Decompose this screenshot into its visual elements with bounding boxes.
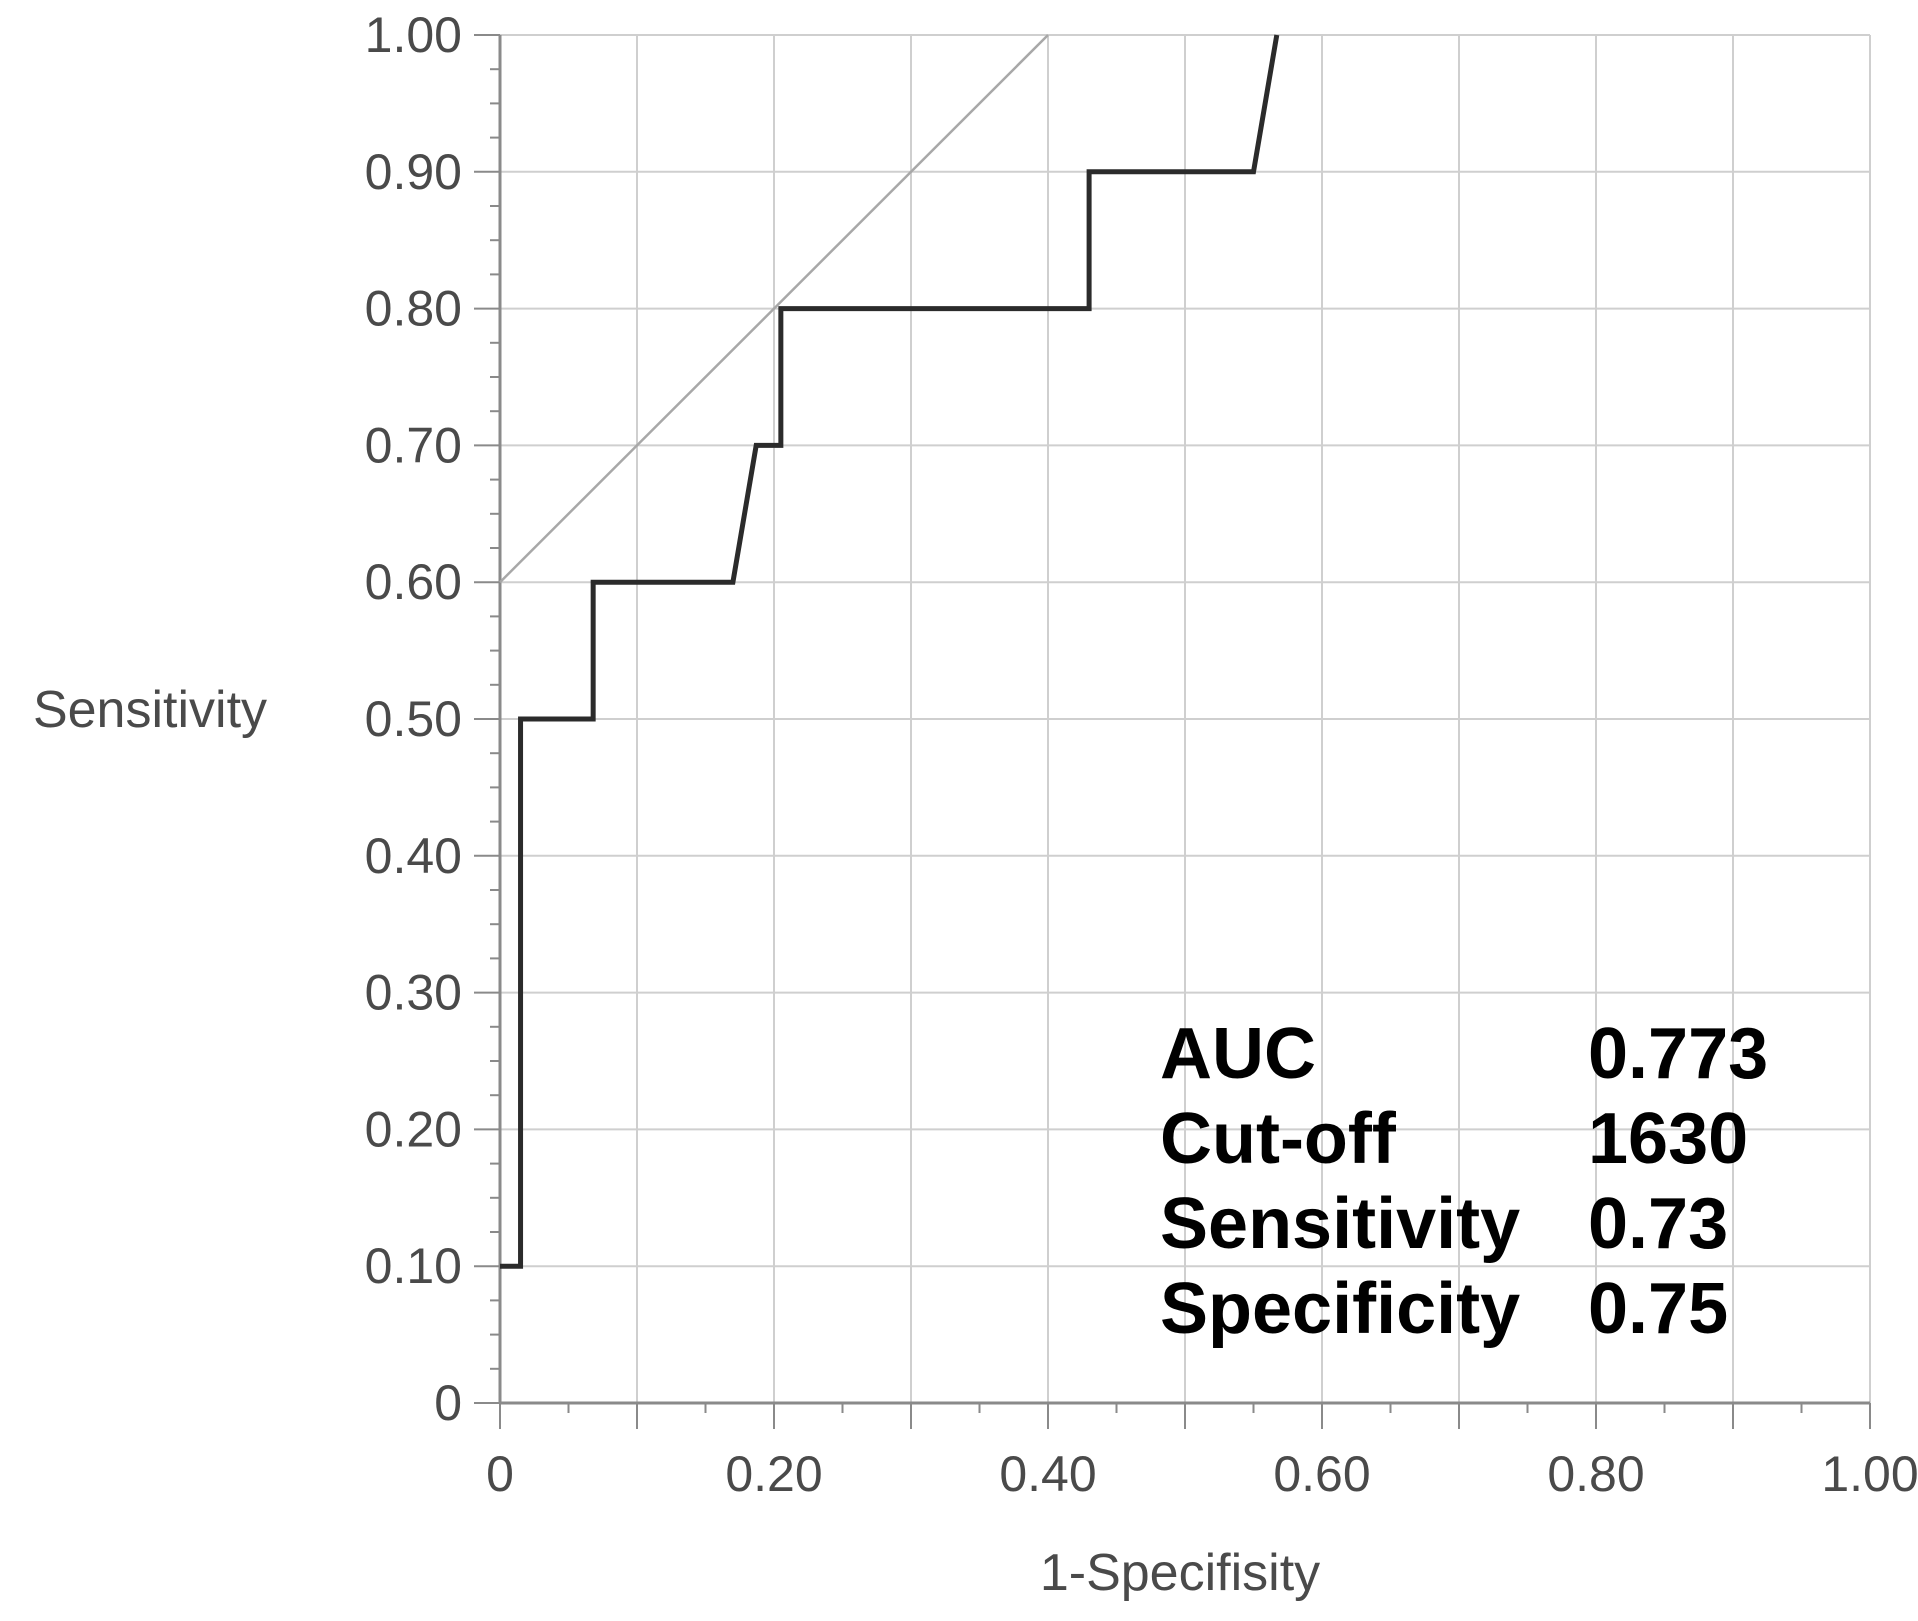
stats-label-sensitivity: Sensitivity bbox=[1160, 1184, 1520, 1264]
stats-label-specificity: Specificity bbox=[1160, 1269, 1520, 1349]
x-tick-label: 0.40 bbox=[999, 1446, 1096, 1502]
grid bbox=[500, 34, 1871, 1403]
x-tick-label: 0.80 bbox=[1547, 1446, 1644, 1502]
y-tick-label: 1.00 bbox=[365, 7, 462, 63]
stats-value-specificity: 0.75 bbox=[1588, 1269, 1728, 1349]
y-tick-label: 0.90 bbox=[365, 144, 462, 200]
x-axis-title: 1-Specifisity bbox=[1040, 1544, 1320, 1602]
x-tick-label: 0.60 bbox=[1273, 1446, 1370, 1502]
y-axis-title: Sensitivity bbox=[33, 681, 267, 739]
roc-curve bbox=[500, 34, 1280, 1269]
stats-label-auc: AUC bbox=[1160, 1014, 1316, 1094]
series-group bbox=[500, 34, 1280, 1269]
axis-ticks bbox=[474, 34, 1871, 1429]
stats-label-cutoff: Cut-off bbox=[1160, 1099, 1397, 1179]
y-tick-label: 0 bbox=[434, 1375, 462, 1431]
y-tick-label: 0.30 bbox=[365, 965, 462, 1021]
reference-line-group bbox=[499, 34, 1049, 584]
reference-line bbox=[499, 34, 1049, 584]
stats-table: AUC 0.773 Cut-off 1630 Sensitivity 0.73 … bbox=[1160, 1014, 1768, 1349]
stats-value-sensitivity: 0.73 bbox=[1588, 1184, 1728, 1264]
y-tick-label: 0.10 bbox=[365, 1238, 462, 1294]
tick-labels: 0 0.10 0.20 0.30 0.40 0.50 0.60 0.70 0.80 0.90 1.0… bbox=[365, 7, 1918, 1502]
x-tick-label: 1.00 bbox=[1821, 1446, 1918, 1502]
y-tick-label: 0.80 bbox=[365, 281, 462, 337]
y-tick-label: 0.50 bbox=[365, 691, 462, 747]
stats-value-auc: 0.773 bbox=[1588, 1014, 1768, 1094]
x-tick-label: 0 bbox=[486, 1446, 514, 1502]
y-tick-label: 0.60 bbox=[365, 554, 462, 610]
axes bbox=[498, 35, 1870, 1405]
stats-value-cutoff: 1630 bbox=[1588, 1099, 1748, 1179]
y-tick-label: 0.20 bbox=[365, 1101, 462, 1157]
y-tick-label: 0.70 bbox=[365, 417, 462, 473]
y-tick-label: 0.40 bbox=[365, 828, 462, 884]
x-tick-label: 0.20 bbox=[725, 1446, 822, 1502]
